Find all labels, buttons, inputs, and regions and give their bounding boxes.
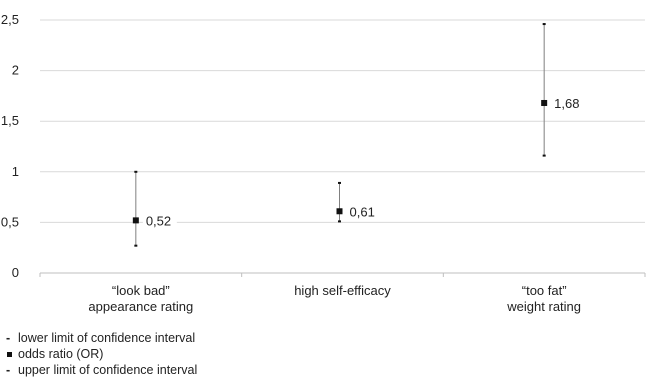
odds-ratio-point [541, 99, 548, 106]
y-tick-label: 1 [12, 164, 19, 179]
legend-item-lower-limit: - lower limit of confidence interval [6, 330, 197, 346]
legend-odds-ratio-marker [6, 346, 18, 362]
upper-limit-mark [338, 181, 341, 184]
legend-lower-limit-marker: - [6, 331, 11, 345]
legend-upper-limit-marker: - [6, 363, 11, 377]
legend-odds-ratio-label: odds ratio (OR) [18, 347, 104, 361]
lower-limit-mark [542, 154, 546, 157]
odds-ratio-point [336, 208, 343, 215]
legend-item-upper-limit: - upper limit of confidence interval [6, 362, 197, 378]
odds-ratio-point [132, 217, 139, 224]
data-label-background [551, 93, 586, 111]
y-tick-label: 2,5 [1, 12, 19, 27]
x-category-label: appearance rating [88, 299, 193, 314]
data-label: 0,61 [350, 204, 375, 219]
upper-limit-mark [542, 23, 546, 26]
legend-upper-limit-label: upper limit of confidence interval [18, 363, 198, 377]
y-tick-label: 2 [12, 63, 19, 78]
upper-limit-mark [134, 170, 138, 173]
lower-limit-mark [338, 220, 341, 223]
data-label: 0,52 [146, 213, 171, 228]
x-category-label: “too fat” [522, 283, 567, 298]
lower-limit-mark [134, 244, 138, 247]
y-tick-label: 1,5 [1, 113, 19, 128]
legend: - lower limit of confidence interval odd… [6, 330, 197, 378]
legend-item-odds-ratio: odds ratio (OR) [6, 346, 197, 362]
x-category-label: “look bad” [112, 283, 170, 298]
x-category-label: weight rating [506, 299, 581, 314]
data-label-background [346, 202, 381, 220]
y-tick-label: 0,5 [1, 214, 19, 229]
x-category-label: high self-efficacy [294, 283, 391, 298]
data-label: 1,68 [554, 96, 579, 111]
legend-lower-limit-label: lower limit of confidence interval [18, 331, 196, 345]
y-tick-label: 0 [12, 265, 19, 280]
data-label-background [142, 211, 177, 229]
odds-ratio-chart: 0 0,5 1 1,5 2 2,5 “look bad”appearance rating h… [1, 12, 646, 314]
